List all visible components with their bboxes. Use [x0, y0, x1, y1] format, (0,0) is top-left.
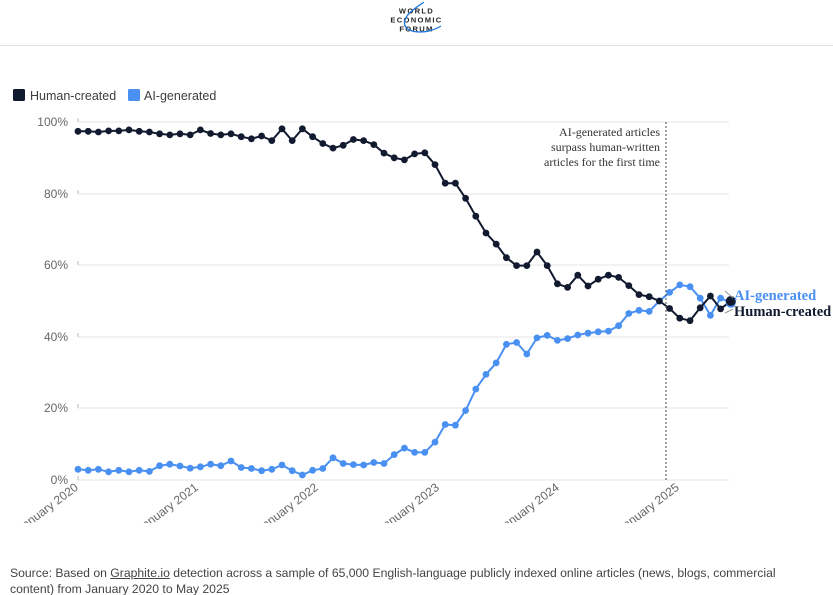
svg-text:AI-generated: AI-generated — [734, 288, 816, 304]
svg-text:100%: 100% — [37, 115, 68, 129]
svg-text:January 2024: January 2024 — [495, 480, 562, 535]
svg-text:January 2023: January 2023 — [375, 480, 442, 535]
svg-text:AI-generated articles: AI-generated articles — [559, 125, 660, 139]
svg-text:20%: 20% — [44, 401, 68, 415]
svg-text:articles for the first time: articles for the first time — [544, 155, 660, 169]
svg-text:surpass human-written: surpass human-written — [551, 140, 660, 154]
svg-text:January 2022: January 2022 — [254, 480, 321, 535]
svg-text:80%: 80% — [44, 187, 68, 201]
svg-text:60%: 60% — [44, 258, 68, 272]
svg-text:January 2020: January 2020 — [14, 480, 81, 535]
svg-text:Human-created: Human-created — [734, 304, 831, 320]
svg-text:January 2021: January 2021 — [134, 480, 201, 535]
svg-text:40%: 40% — [44, 330, 68, 344]
svg-text:January 2025: January 2025 — [615, 480, 682, 535]
